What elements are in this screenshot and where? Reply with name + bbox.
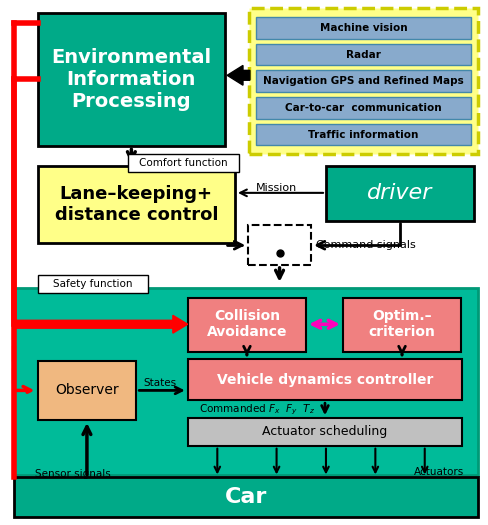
FancyArrow shape (227, 66, 249, 85)
Bar (255, 124, 470, 145)
Text: Command signals: Command signals (315, 240, 414, 250)
Bar (187, 418, 461, 446)
Bar (38, 361, 136, 420)
Text: Lane–keeping+
distance control: Lane–keeping+ distance control (55, 185, 218, 224)
Text: Mission: Mission (255, 183, 297, 193)
Bar (128, 154, 239, 172)
Text: driver: driver (366, 183, 432, 203)
Text: Observer: Observer (55, 383, 119, 397)
Text: Collision
Avoidance: Collision Avoidance (206, 309, 286, 339)
Text: Safety function: Safety function (53, 279, 132, 289)
Text: Vehicle dynamics controller: Vehicle dynamics controller (216, 373, 432, 386)
Bar (255, 70, 470, 92)
Text: Optim.–
criterion: Optim.– criterion (368, 309, 435, 339)
Text: Machine vision: Machine vision (319, 23, 407, 33)
Bar (255, 17, 470, 39)
Text: Car: Car (224, 487, 266, 507)
Bar (247, 225, 310, 265)
Text: Navigation GPS and Refined Maps: Navigation GPS and Refined Maps (263, 76, 463, 86)
Bar (255, 97, 470, 119)
Bar (325, 166, 473, 220)
Text: Commanded $F_x$  $F_y$  $T_z$: Commanded $F_x$ $F_y$ $T_z$ (198, 403, 314, 417)
Bar (14, 288, 477, 475)
Text: Environmental
Information
Processing: Environmental Information Processing (51, 48, 211, 111)
Bar (342, 298, 460, 352)
Text: Traffic information: Traffic information (307, 130, 418, 140)
Text: Actuator scheduling: Actuator scheduling (262, 425, 387, 438)
Text: States: States (143, 377, 176, 387)
Bar (187, 359, 461, 400)
Bar (38, 275, 148, 292)
Bar (255, 44, 470, 66)
Bar (187, 298, 305, 352)
Bar (14, 477, 477, 517)
Text: Car-to-car  communication: Car-to-car communication (285, 103, 441, 113)
Bar (248, 8, 477, 154)
Text: Sensor signals: Sensor signals (35, 469, 110, 479)
Bar (38, 166, 235, 243)
FancyArrow shape (14, 316, 187, 333)
Text: Comfort function: Comfort function (139, 158, 227, 168)
Text: Radar: Radar (346, 49, 380, 59)
Bar (38, 13, 225, 146)
Text: Actuators: Actuators (413, 467, 463, 477)
